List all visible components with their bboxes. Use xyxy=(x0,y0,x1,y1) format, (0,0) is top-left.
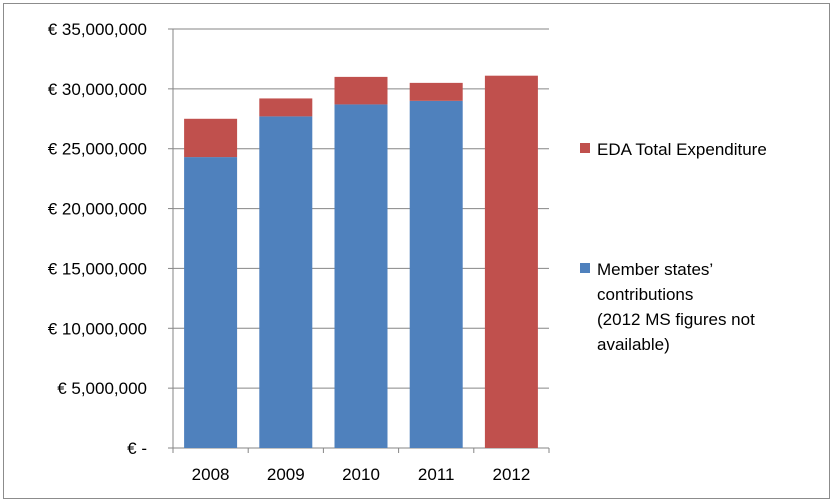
y-tick-label: € - xyxy=(127,439,147,458)
y-tick-label: € 30,000,000 xyxy=(48,80,147,99)
bar-member-states-2009 xyxy=(259,116,313,449)
legend-label-eda-expenditure: EDA Total Expenditure xyxy=(597,140,767,159)
y-tick-label: € 25,000,000 xyxy=(48,140,147,159)
y-tick-label: € 20,000,000 xyxy=(48,200,147,219)
y-tick-label: € 35,000,000 xyxy=(48,20,147,39)
x-tick-label: 2008 xyxy=(192,465,230,484)
x-tick-label: 2009 xyxy=(267,465,305,484)
bar-eda-expenditure-2009 xyxy=(259,98,313,117)
legend-label-member-states-line-3: (2012 MS figures not xyxy=(597,310,755,329)
legend-label-member-states-line-1: Member states’ xyxy=(597,260,713,279)
y-tick-labels: € 35,000,000 € 30,000,000 € 25,000,000 €… xyxy=(48,20,147,458)
bar-member-states-2011 xyxy=(409,100,463,448)
x-tick-label: 2012 xyxy=(492,465,530,484)
legend-label-member-states-line-4: available) xyxy=(597,335,670,354)
legend-label-member-states-line-2: contributions xyxy=(597,285,693,304)
bar-eda-expenditure-2010 xyxy=(334,76,388,105)
bar-eda-expenditure-2011 xyxy=(409,82,463,101)
x-tick-labels: 2008 2009 2010 2011 2012 xyxy=(192,465,531,484)
legend: EDA Total Expenditure Member states’ con… xyxy=(580,140,767,354)
bar-member-states-2008 xyxy=(184,157,238,448)
x-tick-label: 2011 xyxy=(418,465,455,484)
y-tick-label: € 10,000,000 xyxy=(48,319,147,338)
y-tick-label: € 5,000,000 xyxy=(57,379,147,398)
bar-member-states-2010 xyxy=(334,104,388,449)
legend-swatch-member-states xyxy=(580,263,590,273)
x-tick-label: 2010 xyxy=(342,465,380,484)
y-tick-label: € 15,000,000 xyxy=(48,259,147,278)
bars xyxy=(184,75,538,449)
bar-eda-expenditure-2012 xyxy=(484,75,538,448)
bar-eda-expenditure-2008 xyxy=(184,118,238,158)
legend-swatch-eda-expenditure xyxy=(580,143,590,153)
